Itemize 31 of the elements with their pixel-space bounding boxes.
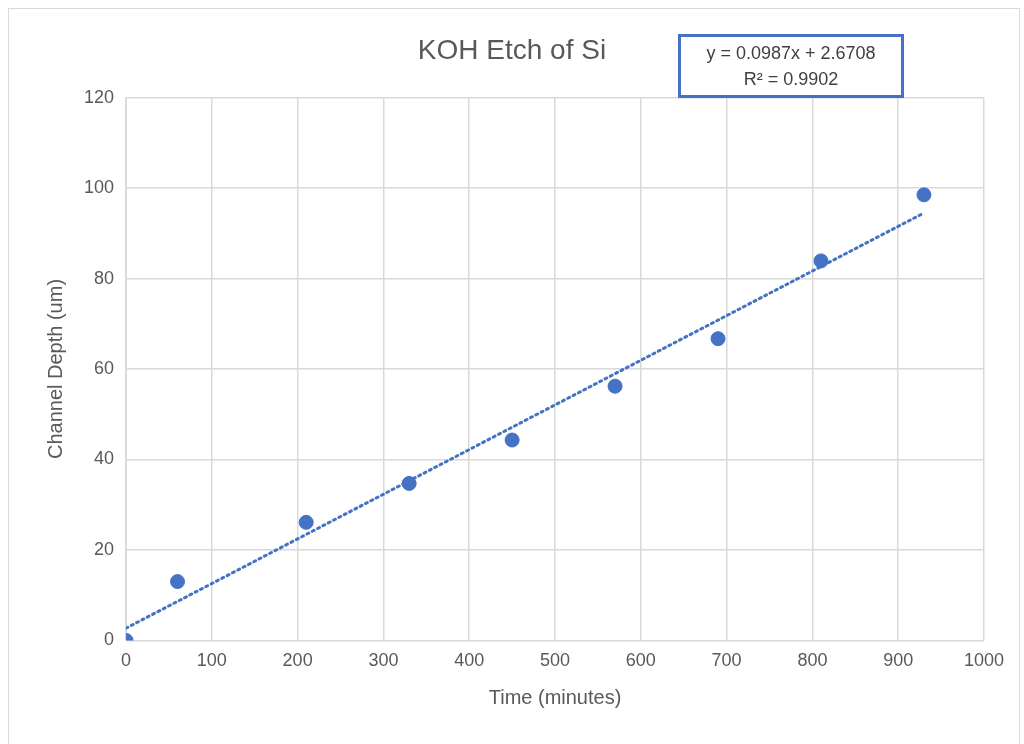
x-tick-label: 300 xyxy=(368,650,399,671)
x-axis-title: Time (minutes) xyxy=(488,685,622,708)
x-tick-label: 900 xyxy=(883,650,914,671)
x-tick-label: 100 xyxy=(196,650,227,671)
x-tick-label: 600 xyxy=(625,650,656,671)
y-tick-label: 80 xyxy=(94,267,115,288)
y-tick-label: 100 xyxy=(83,177,115,198)
x-tick-label: 200 xyxy=(282,650,313,671)
point xyxy=(813,253,829,269)
x-tick-label: 700 xyxy=(711,650,742,671)
x-tick-label: 1000 xyxy=(963,650,1005,671)
y-tick-label: 40 xyxy=(94,448,115,469)
x-tick-label: 500 xyxy=(539,650,571,671)
text: y = 0.0987x + 2.6708 xyxy=(705,42,877,65)
y-tick-label: 20 xyxy=(94,538,115,559)
point xyxy=(607,378,623,394)
y-tick-label: 60 xyxy=(94,357,115,378)
y-tick-label: 120 xyxy=(83,86,115,107)
x-tick-label: 400 xyxy=(454,650,485,671)
x-tick-label: 0 xyxy=(121,650,132,671)
y-axis-title: Channel Depth (um) xyxy=(43,278,66,460)
x-tick-label: 800 xyxy=(797,650,828,671)
text: R² = 0.9902 xyxy=(742,68,840,91)
chart-title: KOH Etch of Si xyxy=(417,33,607,65)
y-tick-label: 0 xyxy=(104,629,115,650)
point xyxy=(710,331,726,347)
point xyxy=(170,574,186,590)
point xyxy=(401,475,417,491)
point xyxy=(504,432,520,448)
point xyxy=(916,187,932,203)
point xyxy=(298,514,314,530)
